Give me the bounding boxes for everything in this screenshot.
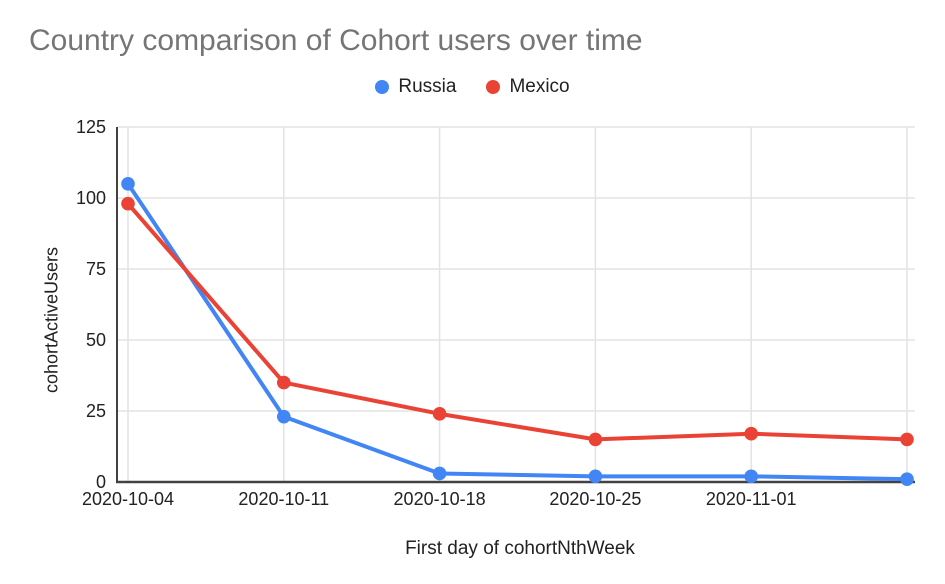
legend-item-russia[interactable]: Russia	[375, 76, 456, 98]
y-tick-label: 0	[96, 472, 106, 492]
legend-label-mexico: Mexico	[509, 76, 570, 97]
data-point-mexico-2[interactable]	[432, 407, 447, 421]
y-tick-label: 75	[86, 259, 106, 279]
series-line-mexico	[126, 201, 909, 442]
y-tick-label: 100	[76, 188, 106, 208]
y-tick-label: 50	[86, 330, 106, 350]
legend-item-mexico[interactable]: Mexico	[486, 76, 570, 98]
data-point-russia-1[interactable]	[277, 409, 291, 424]
legend-label-russia: Russia	[398, 76, 457, 97]
legend-dot-mexico-icon	[486, 80, 501, 94]
y-tick-label: 25	[86, 401, 106, 421]
x-tick-label: 2020-10-11	[238, 489, 329, 509]
data-point-russia-5[interactable]	[900, 472, 914, 486]
data-point-mexico-4[interactable]	[744, 426, 758, 441]
y-axis-title: cohortActiveUsers	[41, 246, 62, 394]
series-line-russia	[126, 181, 909, 482]
y-tick-label: 125	[76, 117, 106, 137]
x-tick-label: 2020-10-04	[82, 489, 174, 509]
x-tick-label: 2020-10-18	[394, 489, 486, 509]
data-point-russia-0[interactable]	[121, 177, 135, 191]
data-point-mexico-3[interactable]	[588, 432, 603, 447]
data-point-mexico-1[interactable]	[277, 375, 291, 390]
data-point-mexico-0[interactable]	[121, 196, 135, 211]
data-point-russia-2[interactable]	[432, 466, 447, 481]
legend-dot-russia-icon	[375, 80, 390, 94]
x-axis-title: First day of cohortNthWeek	[405, 538, 635, 559]
data-point-mexico-5[interactable]	[900, 432, 914, 447]
data-point-russia-3[interactable]	[588, 469, 603, 484]
x-tick-label: 2020-10-25	[549, 489, 641, 509]
x-tick-label: 2020-11-01	[706, 489, 797, 509]
data-point-russia-4[interactable]	[744, 469, 758, 484]
legend: Russia Mexico	[0, 76, 945, 98]
chart-title: Country comparison of Cohort users over …	[29, 24, 643, 57]
